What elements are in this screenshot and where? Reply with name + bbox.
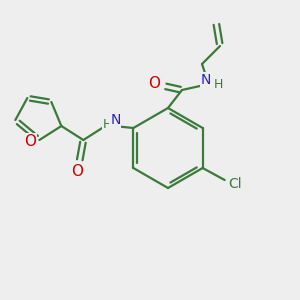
Text: N: N — [110, 113, 121, 127]
Text: O: O — [71, 164, 83, 179]
Text: H: H — [213, 77, 223, 91]
Text: O: O — [24, 134, 36, 148]
Text: O: O — [148, 76, 160, 92]
Text: N: N — [201, 73, 211, 87]
Text: Cl: Cl — [228, 177, 242, 191]
Text: H: H — [103, 118, 112, 131]
